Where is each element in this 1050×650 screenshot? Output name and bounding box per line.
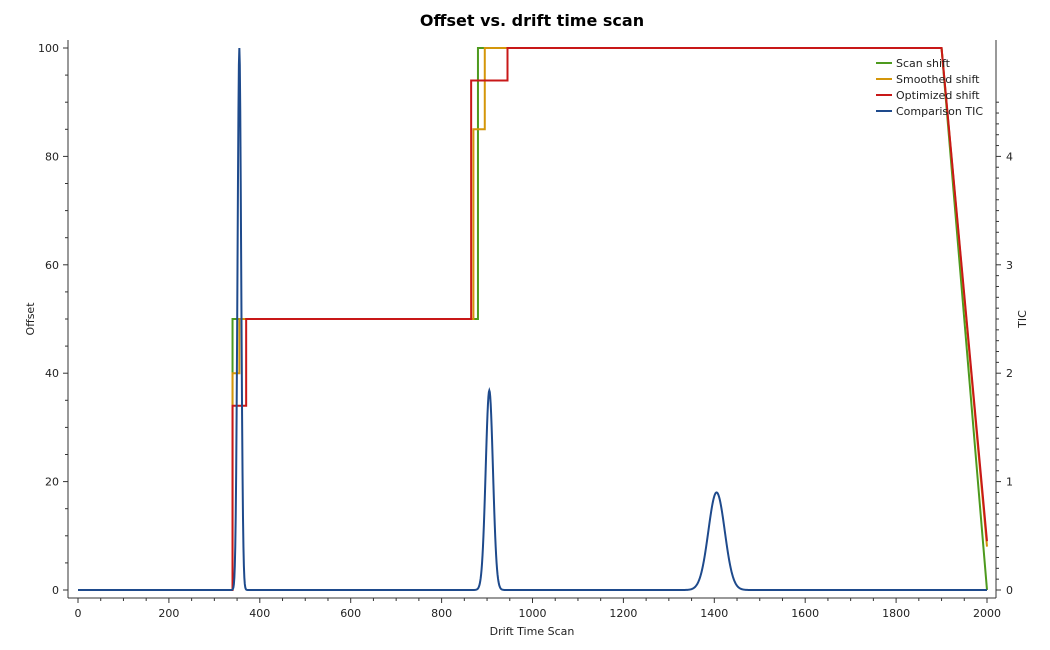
series-line-comparison-tic <box>78 47 987 591</box>
x-axis-label: Drift Time Scan <box>490 625 575 638</box>
y2-tick-label: 2 <box>1006 367 1013 380</box>
y2-axis-label: TIC <box>1016 310 1029 329</box>
y-tick-label: 60 <box>45 259 59 272</box>
x-tick-label: 2000 <box>973 607 1001 620</box>
x-tick-label: 800 <box>431 607 452 620</box>
y-tick-label: 100 <box>38 42 59 55</box>
x-tick-label: 1400 <box>700 607 728 620</box>
series-line-optimized-shift <box>78 47 988 591</box>
legend-label: Comparison TIC <box>896 105 983 118</box>
x-tick-label: 1000 <box>519 607 547 620</box>
chart-title: Offset vs. drift time scan <box>420 11 644 30</box>
series-line-scan-shift <box>78 47 988 591</box>
y-ticks: 0 20 40 60 80 100 <box>38 42 68 597</box>
x-ticks: 0 200 400 600 800 1000 1200 1400 1600 1800 2000 <box>75 598 1001 620</box>
y2-tick-label: 1 <box>1006 476 1013 489</box>
series-line-smoothed-shift <box>78 47 988 591</box>
y-tick-label: 0 <box>52 584 59 597</box>
y2-tick-label: 3 <box>1006 259 1013 272</box>
x-tick-label: 1200 <box>609 607 637 620</box>
legend-label: Optimized shift <box>896 89 980 102</box>
y2-ticks: 0 1 2 3 4 <box>996 101 1013 597</box>
x-tick-label: 200 <box>158 607 179 620</box>
legend: Scan shift Smoothed shift Optimized shift C… <box>876 57 983 118</box>
x-tick-label: 400 <box>249 607 270 620</box>
x-tick-label: 1600 <box>791 607 819 620</box>
y2-tick-label: 4 <box>1006 150 1013 163</box>
x-tick-label: 1800 <box>882 607 910 620</box>
y-tick-label: 20 <box>45 476 59 489</box>
legend-label: Smoothed shift <box>896 73 980 86</box>
y-tick-label: 40 <box>45 367 59 380</box>
axes <box>67 40 997 599</box>
legend-label: Scan shift <box>896 57 951 70</box>
x-tick-label: 600 <box>340 607 361 620</box>
y-axis-label: Offset <box>24 302 37 336</box>
y-tick-label: 80 <box>45 150 59 163</box>
y2-tick-label: 0 <box>1006 584 1013 597</box>
series-layer <box>78 47 988 591</box>
x-tick-label: 0 <box>75 607 82 620</box>
